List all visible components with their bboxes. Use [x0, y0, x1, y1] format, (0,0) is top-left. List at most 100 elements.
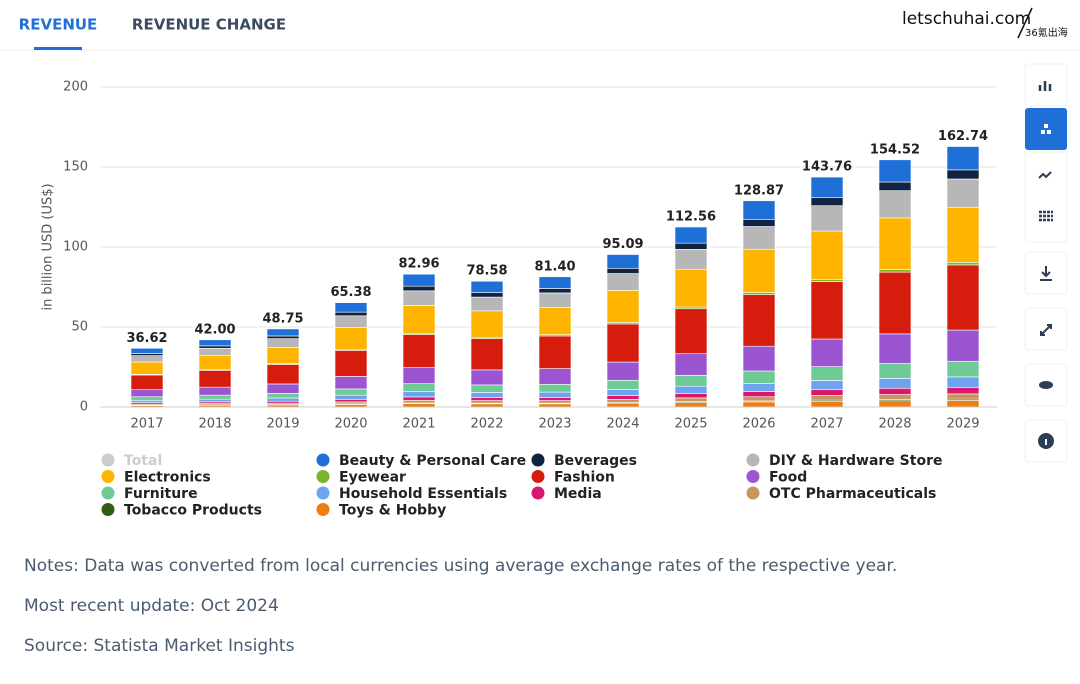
y-tick-label: 50 [71, 320, 88, 335]
legend-marker [532, 454, 545, 467]
x-tick-label: 2021 [402, 417, 435, 432]
bar-segment [811, 282, 843, 339]
bar-segment [947, 170, 979, 179]
bar-segment [607, 268, 639, 273]
bar-segment [403, 397, 435, 400]
bar-segment [335, 376, 367, 388]
bar-segment [947, 377, 979, 387]
bar-segment [743, 383, 775, 391]
bar-segment [947, 265, 979, 330]
total-label: 112.56 [666, 210, 716, 225]
bar-segment [607, 290, 639, 322]
legend-label: Media [554, 486, 602, 502]
bar-segment [879, 334, 911, 364]
legend-label: Total [124, 453, 162, 469]
y-tick-label: 150 [63, 160, 88, 175]
bar-segment [131, 362, 163, 374]
bar-segment [743, 402, 775, 407]
bar-segment [811, 206, 843, 231]
bar-segment [607, 255, 639, 269]
bar-segment [199, 356, 231, 370]
icon [1045, 439, 1047, 445]
bar-segment [403, 384, 435, 392]
bar-segment [607, 324, 639, 362]
bar-segment [811, 339, 843, 367]
bar-segment [879, 182, 911, 191]
bar-segment [539, 288, 571, 292]
bar-segment [131, 356, 163, 362]
bar-segment [743, 397, 775, 401]
legend-marker [317, 487, 330, 500]
bar-segment [675, 243, 707, 249]
bar-segment [675, 386, 707, 393]
total-label: 128.87 [734, 183, 784, 198]
tool-button[interactable] [1025, 108, 1067, 150]
bar-segment [879, 401, 911, 407]
tab[interactable]: REVENUE CHANGE [132, 16, 286, 34]
bar-segment [539, 369, 571, 385]
bar-segment [675, 309, 707, 354]
bar-segment [471, 297, 503, 311]
bar-segment [267, 347, 299, 363]
bar-segment [267, 329, 299, 336]
bar-segment [267, 336, 299, 339]
legend-label: Furniture [124, 486, 198, 502]
bar-segment [675, 249, 707, 269]
legend-marker [747, 454, 760, 467]
bar-segment [403, 400, 435, 403]
total-label: 81.40 [534, 259, 575, 274]
legend-label: Beauty & Personal Care [339, 453, 526, 469]
tab[interactable]: REVENUE [19, 16, 98, 34]
x-tick-label: 2023 [538, 417, 571, 432]
x-tick-label: 2022 [470, 417, 503, 432]
legend-label: Toys & Hobby [339, 503, 446, 519]
bar-segment [879, 218, 911, 270]
bar-segment [199, 387, 231, 395]
bar-segment [539, 277, 571, 289]
bar-segment [879, 270, 911, 272]
y-axis-label: in billion USD (US$) [41, 183, 56, 310]
tool-button[interactable] [1025, 152, 1067, 242]
x-tick-label: 2029 [946, 417, 979, 432]
bar-segment [199, 395, 231, 399]
bar-segment [811, 401, 843, 407]
bar-segment [471, 311, 503, 337]
bar-segment [675, 269, 707, 307]
bar-segment [199, 346, 231, 348]
bar-segment [131, 400, 163, 402]
total-label: 95.09 [602, 237, 643, 252]
tab-indicator [34, 47, 82, 50]
bar-segment [403, 392, 435, 397]
legend-label: Tobacco Products [124, 503, 262, 519]
bar-segment [335, 389, 367, 395]
x-tick-label: 2020 [334, 417, 367, 432]
bar-segment [131, 354, 163, 356]
x-tick-label: 2017 [130, 417, 163, 432]
legend-marker [102, 487, 115, 500]
watermark: letschuhai.com [902, 9, 1031, 29]
legend-marker [102, 503, 115, 516]
bar-segment [811, 279, 843, 281]
legend-marker [102, 454, 115, 467]
bar-segment [471, 401, 503, 404]
bar-segment [539, 293, 571, 307]
bar-segment [335, 350, 367, 376]
bar-segment [947, 394, 979, 399]
note: Most recent update: Oct 2024 [24, 596, 279, 616]
note: Source: Statista Market Insights [24, 636, 295, 656]
bar-segment [947, 208, 979, 263]
bar-segment [879, 272, 911, 334]
bar-segment [675, 227, 707, 243]
bar-segment [879, 160, 911, 182]
bar-segment [131, 375, 163, 390]
bar-segment [607, 389, 639, 395]
bar-segment [675, 375, 707, 386]
total-label: 42.00 [194, 322, 235, 337]
bar-segment [131, 397, 163, 401]
bar-segment [471, 397, 503, 400]
total-label: 36.62 [126, 331, 167, 346]
bar-segment [539, 336, 571, 369]
bar-segment [879, 378, 911, 388]
total-label: 78.58 [466, 264, 507, 279]
